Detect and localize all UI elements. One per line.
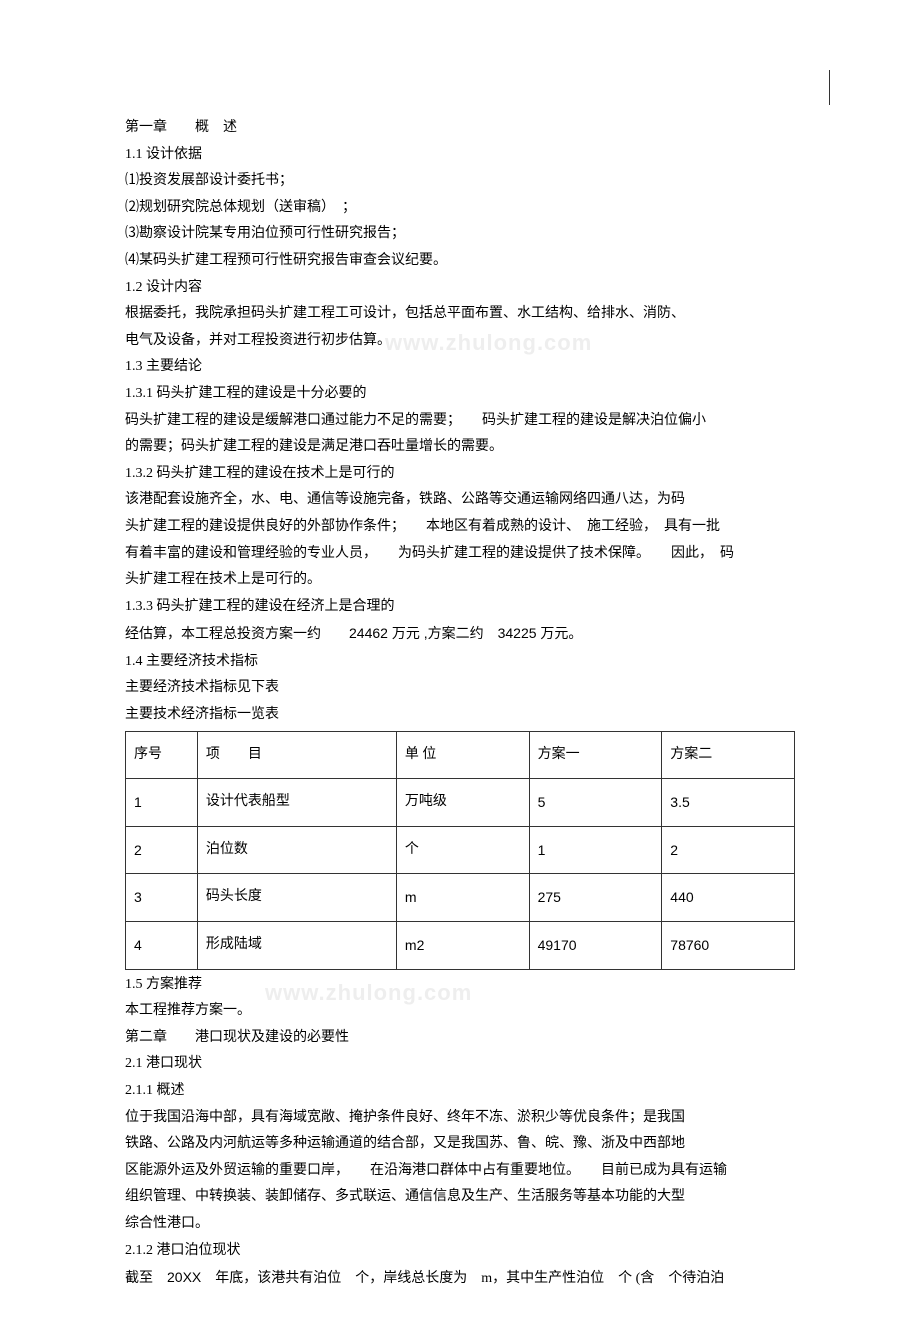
- text-span: 码: [720, 546, 734, 561]
- text-line: 头扩建工程在技术上是可行的。: [125, 567, 795, 594]
- text-span: 码头扩建工程的建设是缓解港口通过能力不足的需要；: [125, 413, 454, 428]
- text-span: 个 (含: [618, 1271, 654, 1286]
- table-row: 3 码头长度 m 275 440: [126, 874, 795, 922]
- text-line: 经估算，本工程总投资方案一约 24462 万元 ,方案二约 34225 万元。: [125, 620, 795, 649]
- table-cell: 2: [126, 826, 198, 874]
- chapter2-title: 第二章 港口现状及建设的必要性: [125, 1025, 795, 1052]
- text-line: ⑷某码头扩建工程预可行性研究报告审查会议纪要。: [125, 248, 795, 275]
- text-span: 为码头扩建工程的建设提供了技术保障。: [398, 546, 643, 561]
- page-corner-border: [829, 70, 830, 105]
- table-cell: 5: [529, 779, 662, 827]
- text-line: 综合性港口。: [125, 1211, 795, 1238]
- section-1-5-heading: 1.5 方案推荐 www.zhulong.com: [125, 972, 795, 999]
- table-header-cell: 序号: [126, 731, 198, 779]
- text-span: 因此，: [671, 546, 706, 561]
- table-cell: 275: [529, 874, 662, 922]
- section-1-2-heading: 1.2 设计内容: [125, 275, 795, 302]
- text-span: 个待泊泊: [668, 1271, 724, 1286]
- section-2-1-2-heading: 2.1.2 港口泊位现状: [125, 1238, 795, 1265]
- text-span: 截至: [125, 1271, 153, 1286]
- text-span: 区能源外运及外贸运输的重要口岸，: [125, 1163, 342, 1178]
- table-row: 4 形成陆域 m2 49170 78760: [126, 922, 795, 970]
- table-row: 2 泊位数 个 1 2: [126, 826, 795, 874]
- table-cell: 设计代表船型: [197, 779, 396, 827]
- text-line: 该港配套设施齐全，水、电、通信等设施完备，铁路、公路等交通运输网络四通八达，为码: [125, 487, 795, 514]
- text-span: 电气及设备，并对工程投资进行初步估算。: [125, 333, 391, 348]
- table-cell: 泊位数: [197, 826, 396, 874]
- section-1-3-heading: 1.3 主要结论: [125, 354, 795, 381]
- table-cell: 3: [126, 874, 198, 922]
- table-cell: 1: [126, 779, 198, 827]
- text-line: 根据委托，我院承担码头扩建工程工可设计，包括总平面布置、水工结构、给排水、消防、: [125, 301, 795, 328]
- text-line: 主要技术经济指标一览表: [125, 702, 795, 729]
- text-line: 铁路、公路及内河航运等多种运输通道的结合部，又是我国苏、鲁、皖、豫、浙及中西部地: [125, 1131, 795, 1158]
- table-cell: 78760: [662, 922, 795, 970]
- section-1-1-heading: 1.1 设计依据: [125, 142, 795, 169]
- text-line: 的需要；码头扩建工程的建设是满足港口吞吐量增长的需要。: [125, 434, 795, 461]
- text-line: ⑴投资发展部设计委托书；: [125, 168, 795, 195]
- text-line: ⑵规划研究院总体规划（送审稿） ；: [125, 195, 795, 222]
- text-line: 区能源外运及外贸运输的重要口岸， 在沿海港口群体中占有重要地位。 目前已成为具有…: [125, 1158, 795, 1185]
- text-line: 主要经济技术指标见下表: [125, 675, 795, 702]
- table-header-cell: 方案一: [529, 731, 662, 779]
- table-cell: 2: [662, 826, 795, 874]
- table-header-cell: 单 位: [396, 731, 529, 779]
- table-row: 序号 项 目 单 位 方案一 方案二: [126, 731, 795, 779]
- text-line: 码头扩建工程的建设是缓解港口通过能力不足的需要； 码头扩建工程的建设是解决泊位偏…: [125, 408, 795, 435]
- text-span: 施工经验，: [587, 519, 650, 534]
- text-span: 在沿海港口群体中占有重要地位。: [370, 1163, 573, 1178]
- text-line: 有着丰富的建设和管理经验的专业人员， 为码头扩建工程的建设提供了技术保障。 因此…: [125, 541, 795, 568]
- table-cell: m: [396, 874, 529, 922]
- text-line: 截至 20XX 年底，该港共有泊位 个，岸线总长度为 m，其中生产性泊位 个 (…: [125, 1264, 795, 1293]
- text-line: 位于我国沿海中部，具有海域宽敞、掩护条件良好、终年不冻、淤积少等优良条件；是我国: [125, 1105, 795, 1132]
- text-line: 本工程推荐方案一。: [125, 998, 795, 1025]
- table-cell: 1: [529, 826, 662, 874]
- text-line: 组织管理、中转换装、装卸储存、多式联运、通信信息及生产、生活服务等基本功能的大型: [125, 1184, 795, 1211]
- text-span: 本地区有着成熟的设计、: [426, 519, 573, 534]
- table-cell: 万吨级: [396, 779, 529, 827]
- table-cell: 形成陆域: [197, 922, 396, 970]
- text-line: 电气及设备，并对工程投资进行初步估算。 www.zhulong.com: [125, 328, 795, 355]
- section-1-3-1-heading: 1.3.1 码头扩建工程的建设是十分必要的: [125, 381, 795, 408]
- text-line: ⑶勘察设计院某专用泊位预可行性研究报告；: [125, 221, 795, 248]
- table-cell: 个: [396, 826, 529, 874]
- table-cell: 4: [126, 922, 198, 970]
- indicators-table: 序号 项 目 单 位 方案一 方案二 1 设计代表船型 万吨级 5 3.5 2 …: [125, 731, 795, 970]
- text-span: 有着丰富的建设和管理经验的专业人员，: [125, 546, 370, 561]
- table-cell: 码头长度: [197, 874, 396, 922]
- text-span: 年底，该港共有泊位: [215, 1271, 341, 1286]
- text-span: 目前已成为具有运输: [601, 1163, 727, 1178]
- text-span: 具有一批: [664, 519, 720, 534]
- text-span: 34225 万元。: [498, 625, 583, 641]
- text-span: 24462 万元 ,方案二约: [349, 625, 484, 641]
- text-span: 头扩建工程的建设提供良好的外部协作条件；: [125, 519, 398, 534]
- section-1-3-3-heading: 1.3.3 码头扩建工程的建设在经济上是合理的: [125, 594, 795, 621]
- table-header-cell: 项 目: [197, 731, 396, 779]
- text-span: m，其中生产性泊位: [481, 1271, 604, 1286]
- text-span: 20XX: [167, 1269, 201, 1285]
- section-2-1-1-heading: 2.1.1 概述: [125, 1078, 795, 1105]
- table-cell: m2: [396, 922, 529, 970]
- text-span: 经估算，本工程总投资方案一约: [125, 627, 321, 642]
- table-cell: 440: [662, 874, 795, 922]
- chapter1-title: 第一章 概 述: [125, 115, 795, 142]
- text-span: 码头扩建工程的建设是解决泊位偏小: [482, 413, 706, 428]
- table-cell: 49170: [529, 922, 662, 970]
- section-1-3-2-heading: 1.3.2 码头扩建工程的建设在技术上是可行的: [125, 461, 795, 488]
- text-span: 1.5 方案推荐: [125, 977, 202, 992]
- table-header-cell: 方案二: [662, 731, 795, 779]
- text-line: 头扩建工程的建设提供良好的外部协作条件； 本地区有着成熟的设计、 施工经验， 具…: [125, 514, 795, 541]
- text-span: 个，岸线总长度为: [355, 1271, 467, 1286]
- table-row: 1 设计代表船型 万吨级 5 3.5: [126, 779, 795, 827]
- section-2-1-heading: 2.1 港口现状: [125, 1051, 795, 1078]
- section-1-4-heading: 1.4 主要经济技术指标: [125, 649, 795, 676]
- table-cell: 3.5: [662, 779, 795, 827]
